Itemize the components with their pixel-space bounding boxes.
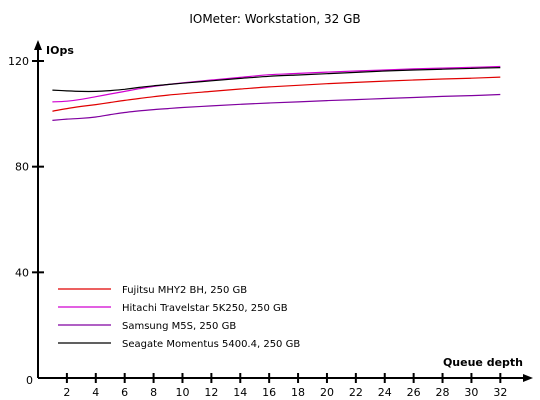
x-tick-label-18: 18	[291, 386, 305, 399]
series-lines	[52, 65, 501, 121]
x-tick-label-28: 28	[436, 386, 450, 399]
y-axis-label: IOps	[46, 44, 74, 57]
legend-label-0: Fujitsu MHY2 BH, 250 GB	[122, 285, 247, 296]
y-ticks: 40 80 120	[8, 55, 44, 279]
series-line-3	[52, 67, 501, 93]
axes	[34, 40, 533, 382]
x-tick-label-16: 16	[262, 386, 276, 399]
y-axis-arrow	[34, 40, 42, 50]
legend-label-2: Samsung M5S, 250 GB	[122, 321, 236, 332]
x-tick-label-30: 30	[464, 386, 478, 399]
series-line-0	[52, 76, 501, 112]
x-tick-label-2: 2	[63, 386, 70, 399]
y-tick-label-120: 120	[8, 55, 29, 68]
x-tick-label-14: 14	[233, 386, 247, 399]
x-tick-label-20: 20	[320, 386, 334, 399]
y-tick-label-40: 40	[15, 266, 29, 279]
x-tick-label-12: 12	[204, 386, 218, 399]
legend-label-3: Seagate Momentus 5400.4, 250 GB	[122, 339, 300, 350]
y-tick-label-80: 80	[15, 161, 29, 174]
x-tick-label-24: 24	[378, 386, 392, 399]
origin-label: 0	[26, 374, 33, 387]
legend: Fujitsu MHY2 BH, 250 GB Hitachi Travelsta…	[58, 285, 300, 350]
chart-title: IOMeter: Workstation, 32 GB	[189, 12, 360, 26]
x-tick-label-26: 26	[407, 386, 421, 399]
x-tick-label-4: 4	[92, 386, 99, 399]
x-axis-label: Queue depth	[443, 356, 523, 369]
x-tick-label-8: 8	[150, 386, 157, 399]
x-tick-label-32: 32	[493, 386, 507, 399]
series-line-2	[52, 93, 501, 121]
series-line-1	[52, 65, 501, 103]
x-tick-label-6: 6	[121, 386, 128, 399]
x-axis-arrow	[523, 374, 533, 382]
x-ticks: 2 4 6 8 10 12 14 16 18 20 22 24 26 28 30 32	[63, 373, 507, 399]
legend-label-1: Hitachi Travelstar 5K250, 250 GB	[122, 303, 288, 314]
x-tick-label-10: 10	[175, 386, 189, 399]
x-tick-label-22: 22	[349, 386, 363, 399]
